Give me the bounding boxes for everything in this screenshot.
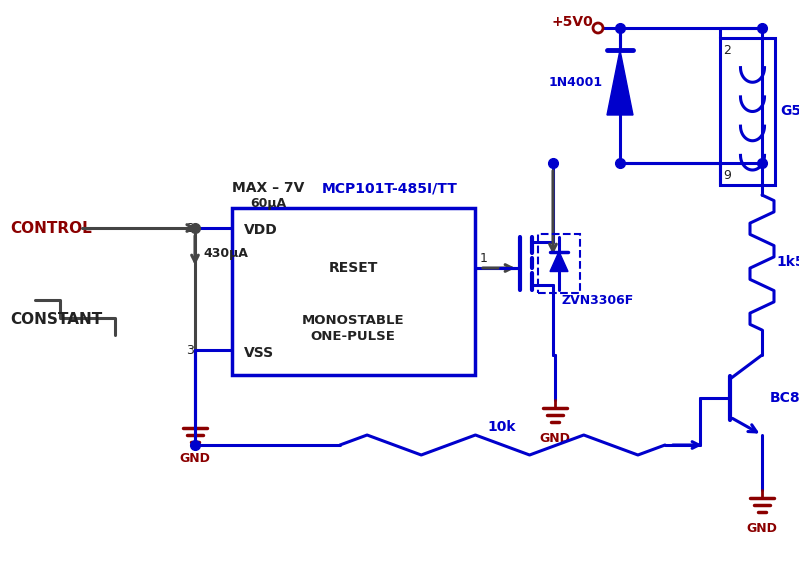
Text: CONTROL: CONTROL [10,220,92,236]
Text: +5V0: +5V0 [551,15,593,29]
Text: GND: GND [539,431,570,444]
Text: G5V-1: G5V-1 [780,104,799,118]
Text: 1k5: 1k5 [776,255,799,269]
Text: 1: 1 [480,251,488,264]
Text: GND: GND [180,452,210,465]
Text: 9: 9 [723,168,731,182]
Text: ONE-PULSE: ONE-PULSE [311,330,396,343]
Text: CONSTANT: CONSTANT [10,312,102,328]
Text: GND: GND [746,522,777,535]
Text: 10k: 10k [487,420,516,434]
Text: RESET: RESET [328,261,378,275]
Polygon shape [550,251,568,272]
Text: MAX – 7V: MAX – 7V [232,181,304,195]
Text: 2: 2 [186,222,194,234]
Text: VSS: VSS [244,346,274,360]
Text: 3: 3 [186,343,194,356]
Text: MONOSTABLE: MONOSTABLE [302,314,404,327]
Bar [720,38,775,185]
Text: 60μA: 60μA [250,196,286,209]
Polygon shape [607,50,633,115]
Text: 1N4001: 1N4001 [549,76,603,89]
Text: 430μA: 430μA [203,246,248,260]
Bar [232,208,475,375]
Text: BC848: BC848 [770,391,799,405]
Text: MCP101T-485I/TT: MCP101T-485I/TT [322,181,458,195]
Text: ZVN3306F: ZVN3306F [562,293,634,306]
Text: 2: 2 [723,44,731,57]
Text: VDD: VDD [244,223,278,237]
